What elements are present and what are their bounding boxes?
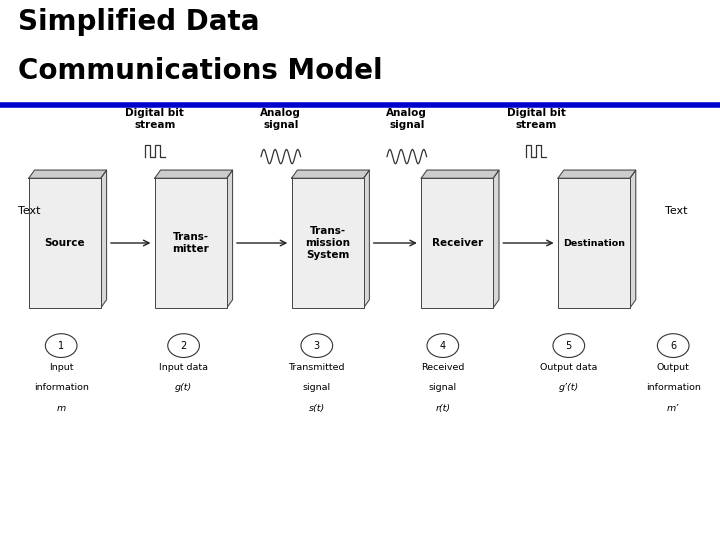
Text: Receiver: Receiver [431, 238, 483, 248]
Text: Digital bit
stream: Digital bit stream [125, 108, 184, 130]
Text: 1: 1 [58, 341, 64, 350]
Text: Destination: Destination [563, 239, 625, 247]
Polygon shape [292, 170, 369, 178]
Bar [155, 178, 227, 308]
Text: Analog
signal: Analog signal [387, 108, 427, 130]
Text: s(t): s(t) [309, 404, 325, 413]
Text: 3: 3 [314, 341, 320, 350]
Text: information: information [646, 383, 701, 393]
Text: information: information [34, 383, 89, 393]
Text: 6: 6 [670, 341, 676, 350]
Text: Communications Model: Communications Model [18, 57, 382, 85]
Text: Trans-
mitter: Trans- mitter [172, 232, 210, 254]
Polygon shape [558, 170, 636, 178]
Text: 4: 4 [440, 341, 446, 350]
Text: g(t): g(t) [175, 383, 192, 393]
Text: Simplified Data: Simplified Data [18, 8, 259, 36]
Text: g’(t): g’(t) [559, 383, 579, 393]
Text: Text: Text [665, 206, 688, 215]
Text: Input data: Input data [159, 363, 208, 372]
Text: Transmitted: Transmitted [289, 363, 345, 372]
Polygon shape [493, 170, 499, 308]
Text: signal: signal [302, 383, 331, 393]
Text: signal: signal [428, 383, 457, 393]
Text: m: m [57, 404, 66, 413]
Bar [29, 178, 101, 308]
Bar [421, 178, 493, 308]
Text: 2: 2 [181, 341, 186, 350]
Text: Source: Source [45, 238, 85, 248]
Polygon shape [29, 170, 107, 178]
Polygon shape [421, 170, 499, 178]
Text: Analog
signal: Analog signal [261, 108, 301, 130]
Text: Input: Input [49, 363, 73, 372]
Bar [292, 178, 364, 308]
Text: Digital bit
stream: Digital bit stream [507, 108, 566, 130]
Text: 5: 5 [566, 341, 572, 350]
Text: Text: Text [18, 206, 40, 215]
Bar [558, 178, 630, 308]
Text: Trans-
mission
System: Trans- mission System [305, 226, 350, 260]
Polygon shape [155, 170, 233, 178]
Polygon shape [630, 170, 636, 308]
Text: m’: m’ [667, 404, 680, 413]
Text: Output data: Output data [540, 363, 598, 372]
Polygon shape [101, 170, 107, 308]
Polygon shape [364, 170, 369, 308]
Text: Received: Received [421, 363, 464, 372]
Text: Output: Output [657, 363, 690, 372]
Polygon shape [227, 170, 233, 308]
Text: r(t): r(t) [435, 404, 451, 413]
